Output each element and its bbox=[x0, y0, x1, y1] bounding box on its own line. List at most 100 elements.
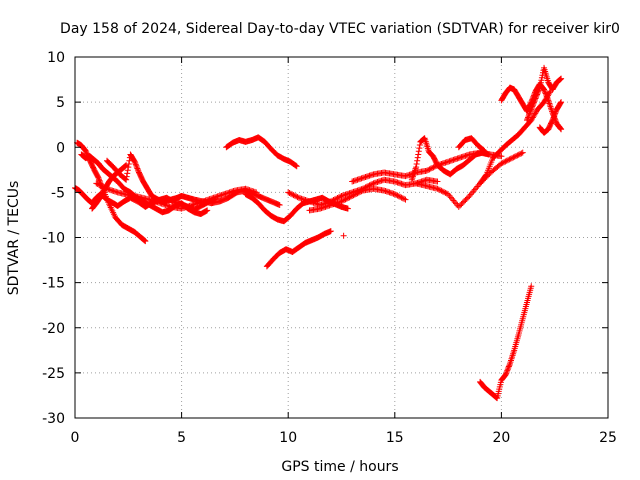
data-point bbox=[96, 177, 103, 184]
data-point bbox=[551, 113, 558, 120]
data-point bbox=[535, 88, 542, 95]
data-point bbox=[93, 180, 100, 187]
data-point bbox=[415, 148, 422, 155]
data-point bbox=[347, 193, 354, 200]
data-point bbox=[465, 194, 472, 201]
data-layer bbox=[72, 64, 565, 402]
data-point bbox=[462, 197, 469, 204]
data-point bbox=[413, 160, 420, 167]
data-point bbox=[399, 195, 406, 202]
data-point bbox=[473, 185, 480, 192]
data-point bbox=[204, 207, 211, 214]
series-arc-n bbox=[408, 135, 492, 183]
y-tick-label: -30 bbox=[42, 411, 65, 427]
series-arc-i bbox=[263, 228, 334, 270]
data-point bbox=[517, 151, 524, 158]
data-point bbox=[447, 194, 454, 201]
data-point bbox=[458, 201, 465, 208]
x-tick-label: 15 bbox=[386, 430, 404, 446]
data-point bbox=[394, 192, 401, 199]
data-point bbox=[544, 94, 551, 101]
x-tick-label: 5 bbox=[177, 430, 186, 446]
y-tick-label: 0 bbox=[56, 140, 65, 156]
data-point bbox=[395, 193, 402, 200]
data-point bbox=[442, 189, 449, 196]
data-point bbox=[341, 197, 348, 204]
data-point bbox=[414, 157, 421, 164]
data-point bbox=[527, 107, 534, 114]
data-point bbox=[532, 95, 539, 102]
data-point bbox=[132, 161, 139, 168]
data-point bbox=[349, 192, 356, 199]
data-point bbox=[528, 283, 535, 290]
data-point bbox=[132, 160, 139, 167]
data-point bbox=[505, 363, 512, 370]
data-point bbox=[98, 183, 105, 190]
data-point bbox=[429, 165, 436, 172]
data-point bbox=[466, 192, 473, 199]
data-point bbox=[343, 195, 350, 202]
data-point bbox=[536, 86, 543, 93]
data-point bbox=[134, 165, 141, 172]
data-point bbox=[505, 157, 512, 164]
data-point bbox=[547, 105, 554, 112]
data-point bbox=[526, 111, 533, 118]
data-point bbox=[125, 160, 132, 167]
data-point bbox=[426, 166, 433, 173]
data-point bbox=[344, 205, 351, 212]
data-point bbox=[294, 194, 301, 201]
series-arc-t bbox=[536, 99, 565, 136]
data-point bbox=[340, 232, 347, 239]
data-point bbox=[546, 100, 553, 107]
data-point bbox=[529, 102, 536, 109]
data-point bbox=[515, 151, 522, 158]
data-point bbox=[534, 91, 541, 98]
data-point bbox=[510, 154, 517, 161]
data-point bbox=[286, 190, 293, 197]
data-point bbox=[134, 166, 141, 173]
data-point bbox=[557, 124, 564, 131]
data-point bbox=[435, 186, 442, 193]
data-point bbox=[393, 191, 400, 198]
y-tick-label: -25 bbox=[42, 366, 65, 382]
data-point bbox=[461, 198, 468, 205]
data-point bbox=[131, 158, 138, 165]
data-point bbox=[534, 90, 541, 97]
chart-title: Day 158 of 2024, Sidereal Day-to-day VTE… bbox=[60, 21, 620, 37]
data-point bbox=[397, 193, 404, 200]
series-arc-l bbox=[340, 232, 347, 239]
data-point bbox=[498, 153, 505, 160]
data-point bbox=[481, 147, 488, 154]
data-point bbox=[501, 159, 508, 166]
data-point bbox=[289, 191, 296, 198]
data-point bbox=[533, 94, 540, 101]
data-point bbox=[518, 150, 525, 157]
data-point bbox=[95, 176, 102, 183]
data-point bbox=[527, 109, 534, 116]
data-point bbox=[133, 162, 140, 169]
y-tick-label: 5 bbox=[56, 95, 65, 111]
data-point bbox=[101, 184, 108, 191]
data-point bbox=[357, 188, 364, 195]
series-arc-p bbox=[455, 135, 488, 154]
series-arc-s bbox=[523, 64, 565, 124]
data-point bbox=[558, 75, 565, 82]
data-point bbox=[543, 91, 550, 98]
data-point bbox=[530, 100, 537, 107]
y-tick-label: -20 bbox=[42, 321, 65, 337]
data-point bbox=[558, 99, 565, 106]
data-point bbox=[551, 111, 558, 118]
data-point bbox=[434, 185, 441, 192]
series-arc-g bbox=[223, 134, 300, 170]
data-point bbox=[547, 103, 554, 110]
data-point bbox=[469, 189, 476, 196]
data-point bbox=[292, 162, 299, 169]
data-point bbox=[123, 173, 130, 180]
data-point bbox=[345, 195, 352, 202]
data-point bbox=[544, 95, 551, 102]
data-point bbox=[351, 191, 358, 198]
data-point bbox=[413, 164, 420, 171]
data-point bbox=[339, 197, 346, 204]
data-point bbox=[133, 164, 140, 171]
data-point bbox=[450, 197, 457, 204]
